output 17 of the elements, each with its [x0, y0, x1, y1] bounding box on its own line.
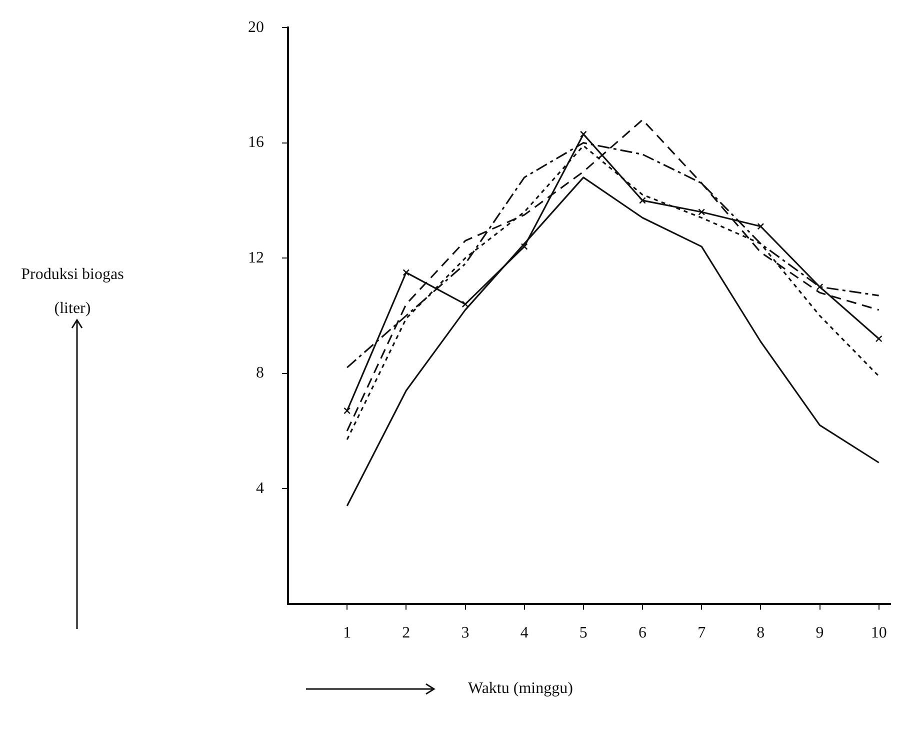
y-tick-label: 8	[256, 364, 264, 382]
x-tick-label: 1	[343, 624, 352, 642]
x-tick-label: 8	[756, 624, 765, 642]
text: Produksi biogas (liter)	[20, 265, 125, 319]
x-axis-title: Waktu (minggu)	[468, 680, 573, 698]
x-tick-label: 5	[579, 624, 588, 642]
x-tick-label: 2	[402, 624, 410, 642]
x-tick-label: 10	[870, 624, 887, 642]
x-tick-label: 7	[698, 624, 706, 642]
x-tick-label: 4	[520, 624, 528, 642]
y-tick-label: 12	[248, 249, 264, 266]
y-tick-label: 20	[248, 18, 264, 36]
x-tick-label: 9	[816, 624, 824, 642]
x-tick-label: 3	[461, 624, 470, 642]
y-tick-label: 4	[256, 480, 264, 497]
y-tick-label: 16	[248, 134, 264, 152]
x-tick-label: 6	[638, 624, 647, 642]
